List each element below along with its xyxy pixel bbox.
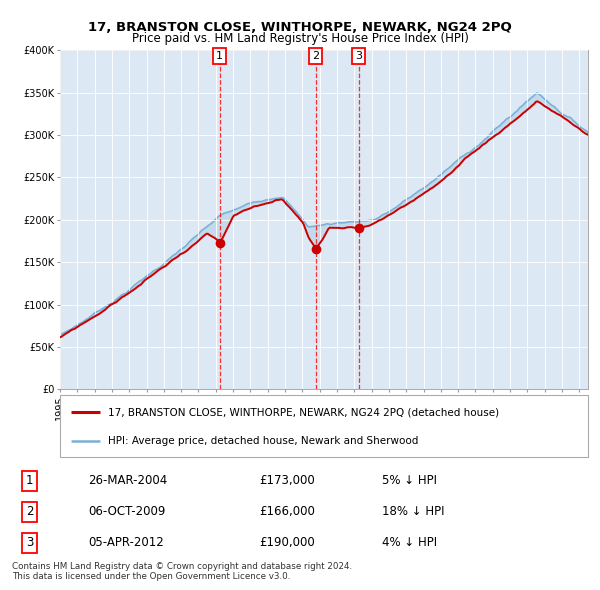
Text: £166,000: £166,000 <box>259 505 315 519</box>
Text: £190,000: £190,000 <box>259 536 314 549</box>
Text: 5% ↓ HPI: 5% ↓ HPI <box>382 474 437 487</box>
Text: 18% ↓ HPI: 18% ↓ HPI <box>382 505 445 519</box>
Text: 05-APR-2012: 05-APR-2012 <box>88 536 164 549</box>
Text: 17, BRANSTON CLOSE, WINTHORPE, NEWARK, NG24 2PQ: 17, BRANSTON CLOSE, WINTHORPE, NEWARK, N… <box>88 21 512 34</box>
Text: 1: 1 <box>26 474 33 487</box>
FancyBboxPatch shape <box>60 395 588 457</box>
Text: HPI: Average price, detached house, Newark and Sherwood: HPI: Average price, detached house, Newa… <box>107 435 418 445</box>
Text: 4% ↓ HPI: 4% ↓ HPI <box>382 536 437 549</box>
Text: 1: 1 <box>216 51 223 61</box>
Text: 06-OCT-2009: 06-OCT-2009 <box>88 505 166 519</box>
Text: 2: 2 <box>26 505 33 519</box>
Text: 17, BRANSTON CLOSE, WINTHORPE, NEWARK, NG24 2PQ (detached house): 17, BRANSTON CLOSE, WINTHORPE, NEWARK, N… <box>107 407 499 417</box>
Text: 3: 3 <box>26 536 33 549</box>
Text: 3: 3 <box>355 51 362 61</box>
Text: Contains HM Land Registry data © Crown copyright and database right 2024.
This d: Contains HM Land Registry data © Crown c… <box>12 562 352 581</box>
Text: 26-MAR-2004: 26-MAR-2004 <box>88 474 167 487</box>
Text: £173,000: £173,000 <box>259 474 314 487</box>
Text: Price paid vs. HM Land Registry's House Price Index (HPI): Price paid vs. HM Land Registry's House … <box>131 32 469 45</box>
Text: 2: 2 <box>312 51 319 61</box>
